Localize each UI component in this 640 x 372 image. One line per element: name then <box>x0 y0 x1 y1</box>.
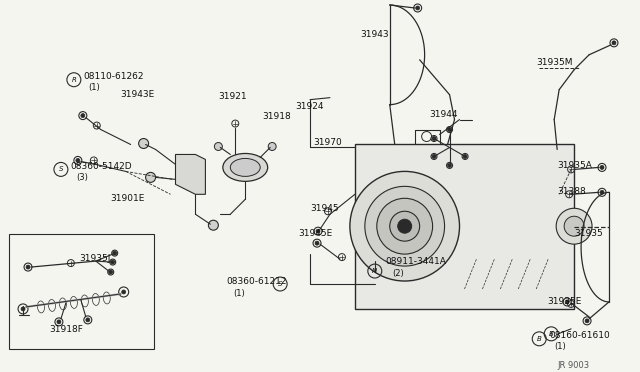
Text: S: S <box>278 281 282 287</box>
Text: (1): (1) <box>234 289 245 298</box>
Circle shape <box>598 163 606 171</box>
Circle shape <box>314 227 322 235</box>
Bar <box>9 234 154 349</box>
Circle shape <box>447 128 452 132</box>
Circle shape <box>432 154 436 158</box>
Circle shape <box>598 188 606 196</box>
Text: 31943E: 31943E <box>121 90 155 99</box>
Text: 31918: 31918 <box>262 112 291 121</box>
Text: 08110-61262: 08110-61262 <box>84 72 145 81</box>
Text: 31935: 31935 <box>574 229 603 238</box>
Text: 31935M: 31935M <box>536 58 573 67</box>
Circle shape <box>21 307 25 311</box>
Circle shape <box>431 154 437 160</box>
Text: (1): (1) <box>554 342 566 351</box>
Circle shape <box>583 317 591 325</box>
Text: 31901E: 31901E <box>111 194 145 203</box>
Circle shape <box>390 211 420 241</box>
Text: 31935E: 31935E <box>547 297 582 306</box>
Text: 08360-61212: 08360-61212 <box>227 277 287 286</box>
Circle shape <box>146 172 156 182</box>
Ellipse shape <box>223 154 268 182</box>
Circle shape <box>564 216 584 236</box>
Text: 31935J: 31935J <box>79 254 110 263</box>
Circle shape <box>109 270 113 274</box>
Circle shape <box>122 290 125 294</box>
Circle shape <box>313 239 321 247</box>
Circle shape <box>109 259 116 265</box>
Circle shape <box>209 220 218 230</box>
Text: B: B <box>537 336 541 342</box>
Circle shape <box>112 250 118 256</box>
Text: 08160-61610: 08160-61610 <box>549 331 610 340</box>
Circle shape <box>565 300 569 304</box>
Circle shape <box>316 229 320 233</box>
Text: S: S <box>59 166 63 172</box>
Circle shape <box>118 287 129 297</box>
Circle shape <box>18 304 28 314</box>
Circle shape <box>139 138 148 148</box>
Text: (2): (2) <box>393 269 404 278</box>
Circle shape <box>214 142 222 150</box>
Circle shape <box>315 241 319 245</box>
Text: 31945E: 31945E <box>298 229 332 238</box>
Circle shape <box>447 126 452 132</box>
Circle shape <box>86 318 90 322</box>
Text: (1): (1) <box>88 83 100 92</box>
Circle shape <box>24 263 32 271</box>
Text: 31918F: 31918F <box>49 325 83 334</box>
Circle shape <box>413 4 422 12</box>
Circle shape <box>268 142 276 150</box>
Circle shape <box>350 171 460 281</box>
Bar <box>355 144 574 309</box>
Circle shape <box>365 186 445 266</box>
Circle shape <box>431 135 437 141</box>
Text: 31945: 31945 <box>310 204 339 213</box>
Circle shape <box>397 219 412 233</box>
Text: 31970: 31970 <box>313 138 342 147</box>
Text: 31388: 31388 <box>557 187 586 196</box>
Text: 08911-3441A: 08911-3441A <box>386 257 447 266</box>
Circle shape <box>463 154 467 158</box>
Text: 31944: 31944 <box>429 110 458 119</box>
Circle shape <box>600 166 604 169</box>
Circle shape <box>74 157 82 164</box>
Circle shape <box>556 208 592 244</box>
Text: B: B <box>549 331 554 337</box>
Text: 31943: 31943 <box>360 30 388 39</box>
Circle shape <box>377 198 433 254</box>
Text: 31924: 31924 <box>295 102 324 110</box>
Circle shape <box>113 251 116 255</box>
Text: 08360-5142D: 08360-5142D <box>71 163 132 171</box>
Text: 31935A: 31935A <box>557 161 592 170</box>
Circle shape <box>57 320 61 324</box>
Circle shape <box>462 154 468 160</box>
Circle shape <box>415 6 420 10</box>
Text: (3): (3) <box>76 173 88 182</box>
Text: N: N <box>372 268 378 274</box>
Polygon shape <box>175 154 205 194</box>
Circle shape <box>84 316 92 324</box>
Circle shape <box>79 112 87 119</box>
Circle shape <box>612 41 616 45</box>
Circle shape <box>585 319 589 323</box>
Circle shape <box>447 163 452 167</box>
Circle shape <box>447 163 452 169</box>
Circle shape <box>432 137 436 141</box>
Circle shape <box>76 158 80 163</box>
Circle shape <box>563 298 571 306</box>
Circle shape <box>26 265 30 269</box>
Circle shape <box>55 318 63 326</box>
Circle shape <box>108 269 114 275</box>
Ellipse shape <box>230 158 260 176</box>
Circle shape <box>111 260 115 264</box>
Text: JR 9003: JR 9003 <box>557 361 589 370</box>
Text: 31921: 31921 <box>218 92 247 101</box>
Circle shape <box>610 39 618 47</box>
Circle shape <box>81 113 85 118</box>
Circle shape <box>600 190 604 194</box>
Text: R: R <box>72 77 76 83</box>
